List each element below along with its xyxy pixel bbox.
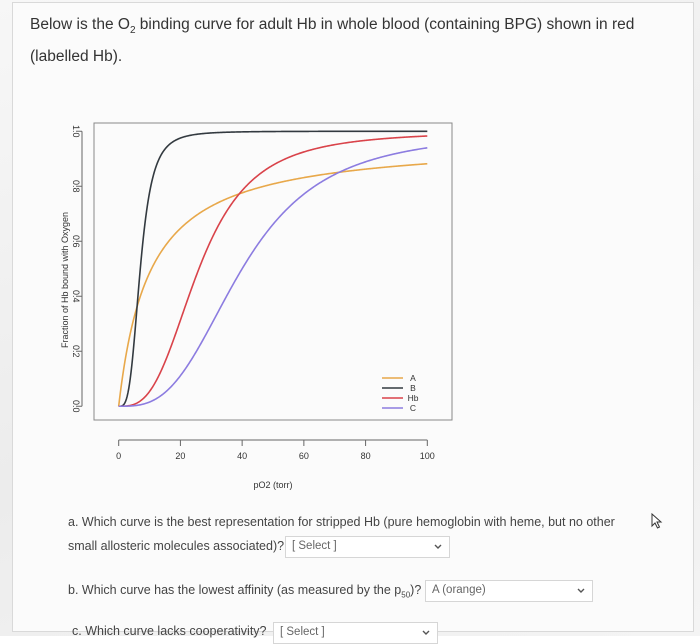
intro-subscript: 2 [129, 25, 136, 37]
part-b-subscript: 50 [401, 590, 411, 600]
legend-label-hb: Hb [408, 393, 419, 403]
part-c-select-value: [ Select ] [280, 626, 325, 638]
curve-a [117, 162, 428, 407]
y-tick-label: 0.4 [71, 290, 81, 303]
plot-frame [93, 122, 453, 421]
part-a-question: a. Which curve is the best representatio… [68, 510, 648, 558]
curve-c [118, 146, 428, 408]
chevron-down-icon [434, 544, 442, 549]
legend-label-b: B [410, 383, 416, 393]
part-b-select-value: A (orange) [432, 584, 486, 596]
chevron-down-icon [577, 588, 585, 593]
question-intro: Below is the O2 binding curve for adult … [30, 12, 670, 70]
y-axis-label: Fraction of Hb bound with Oxygen [60, 212, 70, 348]
y-axis: 0.0 0.2 0.4 0.6 0.8 1.0 [71, 125, 83, 413]
x-tick-label: 20 [175, 451, 185, 461]
part-b-question: b. Which curve has the lowest affinity (… [68, 578, 421, 608]
legend-label-c: C [410, 403, 416, 413]
x-axis-label: pO2 (torr) [253, 480, 292, 490]
y-tick-label: 0.0 [71, 400, 81, 413]
x-tick-label: 100 [420, 451, 435, 461]
part-c-question: c. Which curve lacks cooperativity? [72, 619, 267, 643]
legend-label-a: A [410, 373, 416, 383]
y-tick-label: 0.8 [71, 180, 81, 193]
part-b-text-before: b. Which curve has the lowest affinity (… [68, 583, 402, 597]
curves [117, 130, 428, 408]
part-a-select[interactable]: [ Select ] [285, 536, 450, 558]
curve-b [118, 130, 428, 408]
part-a-line-2: small allosteric molecules associated)? [68, 539, 285, 553]
part-c-select[interactable]: [ Select ] [273, 622, 438, 644]
x-tick-label: 80 [361, 451, 371, 461]
part-c-text: c. Which curve lacks cooperativity? [72, 624, 267, 638]
curve-hb [118, 135, 428, 408]
part-a-line-1: a. Which curve is the best representatio… [68, 515, 615, 529]
y-tick-label: 0.2 [71, 345, 81, 358]
intro-text-before: Below is the O [30, 16, 130, 33]
x-tick-label: 40 [237, 451, 247, 461]
chevron-down-icon [422, 630, 430, 635]
part-b-text-after: )? [410, 583, 422, 597]
x-tick-label: 60 [299, 451, 309, 461]
part-b-select[interactable]: A (orange) [425, 580, 593, 602]
question-card [12, 2, 694, 632]
y-tick-label: 0.6 [71, 235, 81, 248]
part-a-select-value: [ Select ] [292, 540, 337, 552]
y-tick-label: 1.0 [71, 125, 81, 138]
x-axis: 0 20 40 60 80 100 [116, 439, 435, 461]
x-tick-label: 0 [116, 451, 121, 461]
intro-text-after: binding curve for adult Hb in whole bloo… [30, 16, 635, 66]
mouse-pointer-icon [651, 513, 663, 529]
